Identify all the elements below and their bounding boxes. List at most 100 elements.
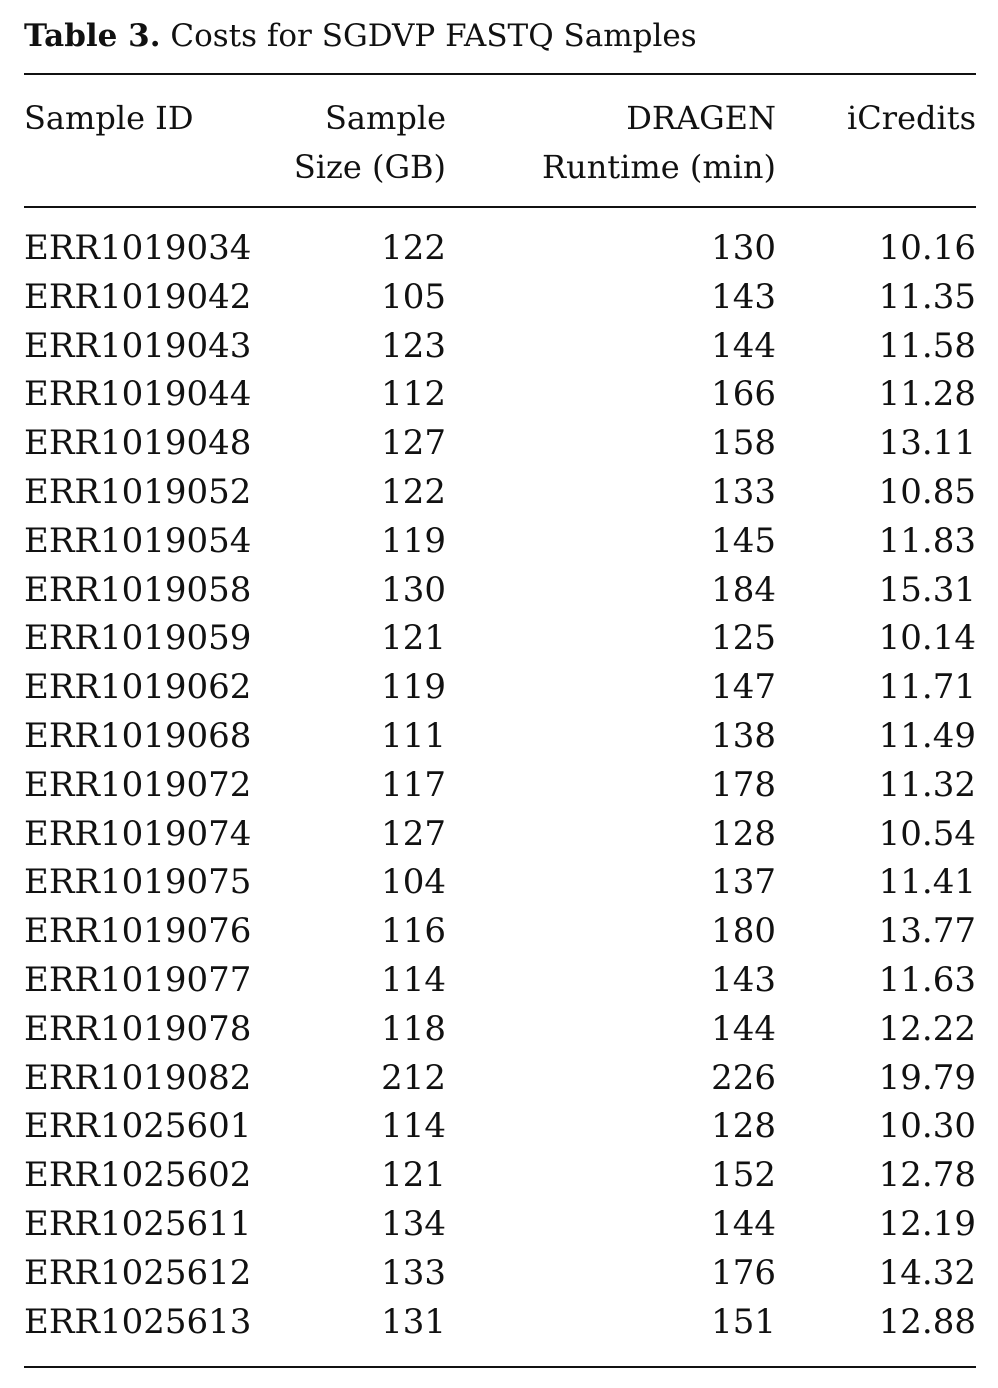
cell-icredits: 12.19 — [878, 1203, 976, 1244]
cell-runtime: 147 — [711, 667, 776, 708]
header-sample-size: Sample Size (GB) — [246, 94, 446, 192]
cell-sample-size: 114 — [381, 959, 446, 1000]
cell-sample-size: 118 — [381, 1008, 446, 1049]
cell-sample-size: 127 — [381, 423, 446, 464]
table-row: ERR1019043 123 144 11.58 — [24, 322, 976, 371]
cell-icredits: 11.28 — [878, 374, 976, 415]
cell-runtime: 128 — [711, 813, 776, 854]
table-row: ERR1019034 122 130 10.16 — [24, 224, 976, 273]
table-row: ERR1019054 119 145 11.83 — [24, 517, 976, 566]
header-sample-size-line-1: Sample — [325, 99, 446, 137]
cell-icredits: 10.30 — [878, 1106, 976, 1147]
table-row: ERR1019059 121 125 10.14 — [24, 614, 976, 663]
cell-sample-size: 119 — [381, 520, 446, 561]
cell-sample-size: 122 — [381, 228, 446, 268]
cell-icredits: 14.32 — [878, 1252, 976, 1293]
cell-sample-id: ERR1019062 — [24, 667, 252, 708]
cell-sample-id: ERR1025611 — [24, 1203, 252, 1244]
cell-sample-id: ERR1019043 — [24, 325, 252, 366]
header-icredits: iCredits — [796, 94, 976, 143]
header-sample-id: Sample ID — [24, 94, 193, 143]
cell-sample-id: ERR1019058 — [24, 569, 252, 610]
cell-icredits: 10.16 — [878, 228, 976, 268]
cell-icredits: 11.41 — [878, 862, 976, 903]
cell-sample-id: ERR1025602 — [24, 1155, 252, 1196]
cell-sample-id: ERR1019052 — [24, 471, 252, 512]
cell-sample-size: 131 — [381, 1301, 446, 1342]
table-row: ERR1019072 117 178 11.32 — [24, 761, 976, 810]
cell-icredits: 12.88 — [878, 1301, 976, 1342]
table-row: ERR1019082 212 226 19.79 — [24, 1054, 976, 1103]
cell-runtime: 151 — [711, 1301, 776, 1342]
table-row: ERR1019074 127 128 10.54 — [24, 810, 976, 859]
cell-sample-size: 104 — [381, 862, 446, 903]
table-row: ERR1025613 131 151 12.88 — [24, 1298, 976, 1347]
cell-sample-size: 117 — [381, 764, 446, 805]
table-row: ERR1019076 116 180 13.77 — [24, 907, 976, 956]
cell-sample-size: 105 — [381, 276, 446, 317]
cell-sample-size: 130 — [381, 569, 446, 610]
table-caption-text: Costs for SGDVP FASTQ Samples — [170, 18, 697, 54]
cell-icredits: 12.78 — [878, 1155, 976, 1196]
table-row: ERR1019052 122 133 10.85 — [24, 468, 976, 517]
header-icredits-label: iCredits — [847, 99, 976, 137]
cell-runtime: 144 — [711, 325, 776, 366]
cell-sample-size: 212 — [381, 1057, 446, 1098]
cell-icredits: 10.14 — [878, 618, 976, 659]
table-caption-label: Table 3. — [24, 18, 161, 54]
table-row: ERR1019058 130 184 15.31 — [24, 566, 976, 615]
cell-runtime: 176 — [711, 1252, 776, 1293]
cell-sample-id: ERR1019072 — [24, 764, 252, 805]
cell-icredits: 13.11 — [878, 423, 976, 464]
table-row: ERR1025602 121 152 12.78 — [24, 1151, 976, 1200]
cell-sample-size: 134 — [381, 1203, 446, 1244]
cell-icredits: 12.22 — [878, 1008, 976, 1049]
cell-sample-size: 111 — [381, 715, 446, 756]
cell-sample-size: 116 — [381, 911, 446, 952]
table-body: ERR1019034 122 130 10.16 ERR1019042 105 143 11.… — [24, 224, 976, 1346]
cell-sample-size: 119 — [381, 667, 446, 708]
header-runtime-line-2: Runtime (min) — [541, 148, 776, 186]
cell-sample-size: 123 — [381, 325, 446, 366]
cell-runtime: 143 — [711, 276, 776, 317]
cell-sample-id: ERR1019082 — [24, 1057, 252, 1098]
cell-icredits: 10.54 — [878, 813, 976, 854]
cell-runtime: 130 — [711, 228, 776, 268]
cell-sample-id: ERR1019042 — [24, 276, 252, 317]
cell-sample-id: ERR1019078 — [24, 1008, 252, 1049]
table-bottom-rule — [24, 1366, 976, 1368]
cell-runtime: 145 — [711, 520, 776, 561]
cell-sample-size: 133 — [381, 1252, 446, 1293]
cell-sample-id: ERR1019048 — [24, 423, 252, 464]
cell-sample-id: ERR1019068 — [24, 715, 252, 756]
cell-sample-size: 121 — [381, 618, 446, 659]
cell-runtime: 143 — [711, 959, 776, 1000]
cell-runtime: 144 — [711, 1203, 776, 1244]
cell-sample-id: ERR1025613 — [24, 1301, 252, 1342]
cell-icredits: 11.58 — [878, 325, 976, 366]
table-row: ERR1019068 111 138 11.49 — [24, 712, 976, 761]
cell-runtime: 125 — [711, 618, 776, 659]
cell-runtime: 184 — [711, 569, 776, 610]
cell-sample-id: ERR1025601 — [24, 1106, 252, 1147]
table-header-rule — [24, 206, 976, 208]
cell-sample-id: ERR1019077 — [24, 959, 252, 1000]
cell-icredits: 11.83 — [878, 520, 976, 561]
cell-runtime: 166 — [711, 374, 776, 415]
cell-sample-id: ERR1019059 — [24, 618, 252, 659]
cell-sample-id: ERR1025612 — [24, 1252, 252, 1293]
cell-sample-size: 127 — [381, 813, 446, 854]
cell-runtime: 137 — [711, 862, 776, 903]
cell-runtime: 144 — [711, 1008, 776, 1049]
cell-runtime: 226 — [711, 1057, 776, 1098]
cell-sample-id: ERR1019075 — [24, 862, 252, 903]
table-row: ERR1019078 118 144 12.22 — [24, 1005, 976, 1054]
header-runtime-line-1: DRAGEN — [626, 99, 776, 137]
cell-runtime: 178 — [711, 764, 776, 805]
cell-icredits: 11.35 — [878, 276, 976, 317]
cell-icredits: 19.79 — [878, 1057, 976, 1098]
cell-runtime: 152 — [711, 1155, 776, 1196]
header-sample-id-label: Sample ID — [24, 99, 194, 137]
cell-sample-id: ERR1019034 — [24, 228, 252, 268]
table-caption: Table 3. Costs for SGDVP FASTQ Samples — [24, 16, 697, 56]
